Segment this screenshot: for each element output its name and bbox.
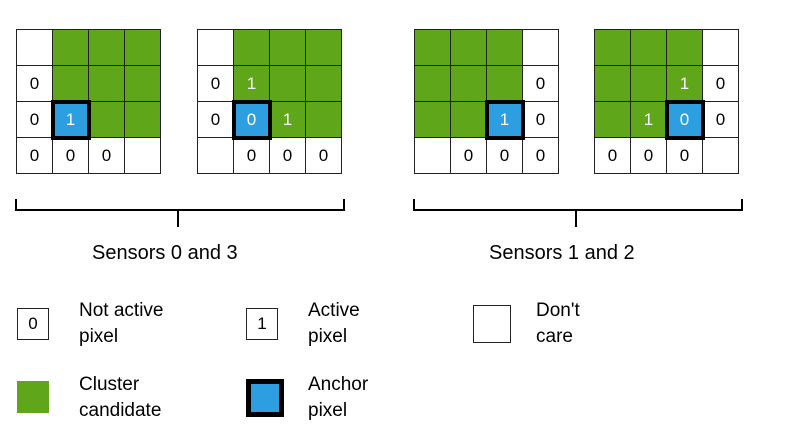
- anchor-pixel-cell: 0: [665, 100, 705, 140]
- pixel-cell: [703, 30, 739, 66]
- legend-cluster-swatch: [17, 381, 49, 413]
- legend-dont-care-label: Don't care: [536, 300, 580, 347]
- cluster-pixel-cell: [306, 66, 342, 102]
- cluster-pixel-cell: [487, 66, 523, 102]
- cluster-pixel-cell: [89, 66, 125, 102]
- cluster-pixel-cell: [306, 30, 342, 66]
- pixel-cell: 0: [523, 66, 559, 102]
- pixel-cell: 0: [198, 66, 234, 102]
- cluster-pixel-cell: [451, 102, 487, 138]
- cluster-pixel-cell: [595, 30, 631, 66]
- anchor-pixel-cell: 0: [232, 100, 272, 140]
- bracket-left: [15, 199, 345, 211]
- cluster-pixel-cell: [270, 66, 306, 102]
- cluster-pixel-cell: [631, 30, 667, 66]
- cluster-pixel-cell: 1: [667, 66, 703, 102]
- legend-not-active-swatch: 0: [17, 308, 49, 340]
- cluster-pixel-cell: [270, 30, 306, 66]
- legend-not-active-label: Not active pixel: [79, 300, 164, 347]
- pixel-cell: [703, 138, 739, 174]
- pixel-cell: 0: [667, 138, 703, 174]
- pixel-cell: 0: [595, 138, 631, 174]
- cluster-pixel-cell: [595, 102, 631, 138]
- cluster-pixel-cell: [89, 102, 125, 138]
- pixel-cell: 0: [89, 138, 125, 174]
- cluster-pixel-cell: 1: [270, 102, 306, 138]
- anchor-pixel-cell: 1: [51, 100, 91, 140]
- cluster-pixel-cell: [53, 66, 89, 102]
- pixel-cell: [415, 138, 451, 174]
- cluster-pixel-cell: [667, 30, 703, 66]
- pixel-cell: 0: [451, 138, 487, 174]
- pixel-cell: 0: [17, 66, 53, 102]
- cluster-pixel-cell: [631, 66, 667, 102]
- legend-active-label: Active pixel: [308, 300, 360, 347]
- cluster-pixel-cell: [125, 66, 161, 102]
- pixel-cell: [198, 30, 234, 66]
- pixel-cell: 0: [234, 138, 270, 174]
- pixel-cell: 0: [703, 102, 739, 138]
- pixel-cell: 0: [17, 102, 53, 138]
- cluster-pixel-cell: [89, 30, 125, 66]
- legend-anchor-label: Anchor pixel: [308, 374, 369, 421]
- cluster-pixel-cell: [415, 66, 451, 102]
- cluster-pixel-cell: [234, 30, 270, 66]
- cluster-pixel-cell: [306, 102, 342, 138]
- pixel-cell: 0: [487, 138, 523, 174]
- legend-dont-care-swatch: [473, 305, 511, 343]
- cluster-pixel-cell: 1: [631, 102, 667, 138]
- cluster-pixel-cell: 1: [234, 66, 270, 102]
- pixel-cell: 0: [53, 138, 89, 174]
- cluster-pixel-cell: [53, 30, 89, 66]
- bracket-right: [413, 199, 743, 211]
- cluster-pixel-cell: [451, 66, 487, 102]
- cluster-pixel-cell: [487, 30, 523, 66]
- pixel-cell: [198, 138, 234, 174]
- group-label-left: Sensors 0 and 3: [92, 242, 238, 264]
- pixel-cell: [523, 30, 559, 66]
- cluster-pixel-cell: [125, 30, 161, 66]
- pixel-cell: [17, 30, 53, 66]
- pixel-cell: 0: [523, 138, 559, 174]
- bracket-right-tick: [575, 209, 577, 227]
- pixel-cell: 0: [631, 138, 667, 174]
- pixel-cell: 0: [523, 102, 559, 138]
- legend-active-swatch: 1: [246, 308, 278, 340]
- group-label-right: Sensors 1 and 2: [489, 242, 635, 264]
- anchor-pixel-cell: 1: [485, 100, 525, 140]
- pixel-cell: 0: [270, 138, 306, 174]
- bracket-left-tick: [177, 209, 179, 227]
- legend-anchor-swatch: [246, 379, 284, 417]
- legend-cluster-label: Cluster candidate: [79, 374, 162, 421]
- cluster-pixel-cell: [451, 30, 487, 66]
- pixel-cell: 0: [306, 138, 342, 174]
- pixel-cell: [125, 138, 161, 174]
- cluster-pixel-cell: [415, 102, 451, 138]
- pixel-cell: 0: [198, 102, 234, 138]
- cluster-pixel-cell: [595, 66, 631, 102]
- pixel-cell: 0: [703, 66, 739, 102]
- cluster-pixel-cell: [415, 30, 451, 66]
- cluster-pixel-cell: [125, 102, 161, 138]
- pixel-cell: 0: [17, 138, 53, 174]
